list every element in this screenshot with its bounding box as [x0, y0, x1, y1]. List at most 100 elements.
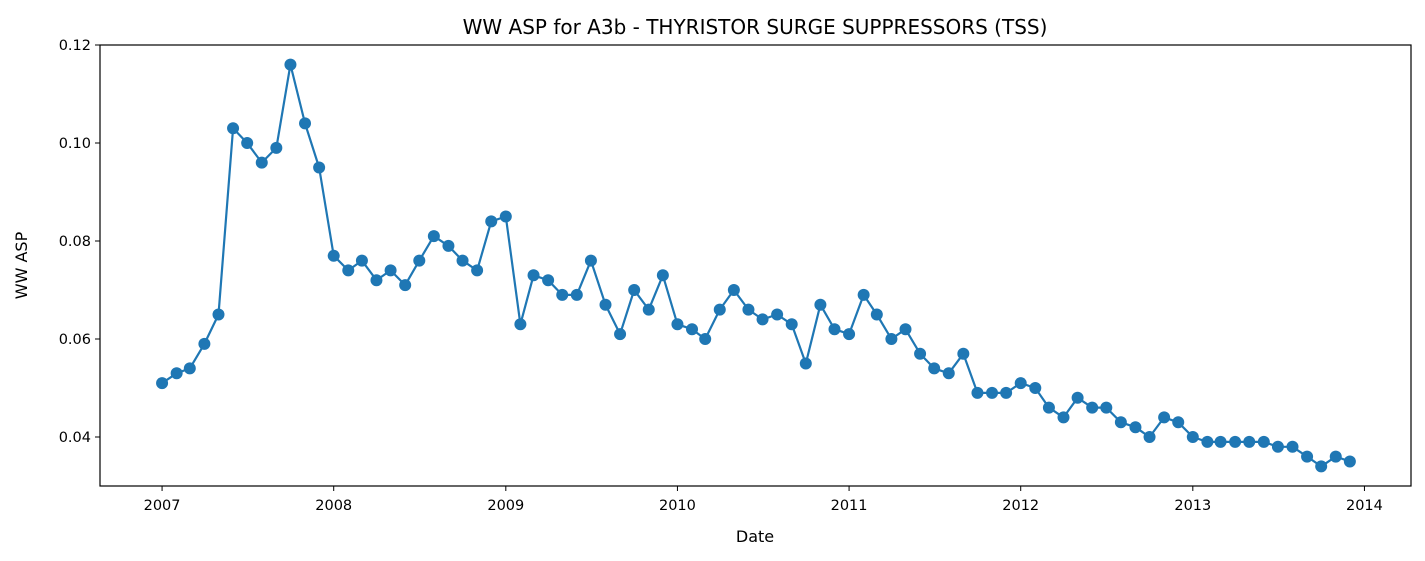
data-point: [327, 249, 340, 262]
x-axis: 2007 2008 2009 2010 2011 2012 2013 2014: [144, 486, 1383, 514]
data-point: [384, 264, 397, 277]
data-point: [1143, 431, 1156, 443]
data-point: [1329, 450, 1342, 463]
data-point: [799, 357, 812, 370]
data-point: [1042, 401, 1055, 414]
data-point: [1014, 377, 1027, 390]
data-point: [299, 117, 312, 130]
data-point: [1286, 440, 1299, 453]
data-point: [756, 313, 769, 326]
data-point: [456, 254, 469, 267]
data-point: [1315, 460, 1328, 473]
data-point: [642, 303, 655, 316]
y-tick-label: 0.08: [59, 234, 91, 250]
data-point: [556, 288, 569, 301]
data-point: [1114, 416, 1127, 429]
data-point: [814, 298, 827, 311]
data-point: [1271, 440, 1284, 453]
data-point: [628, 284, 641, 296]
data-point: [427, 230, 440, 243]
data-point: [370, 274, 383, 287]
data-point: [212, 308, 225, 321]
plot-frame: [99, 44, 1412, 487]
data-point: [942, 367, 955, 380]
data-point: [1257, 435, 1270, 448]
data-point: [986, 386, 999, 399]
data-point: [671, 318, 684, 331]
data-point: [928, 362, 941, 375]
x-tick-label: 2008: [315, 498, 352, 514]
data-point: [1100, 401, 1113, 414]
data-point: [957, 347, 970, 360]
data-point: [284, 58, 297, 71]
y-tick-label: 0.12: [59, 38, 91, 54]
x-axis-label: Date: [736, 527, 774, 546]
data-point: [1158, 411, 1171, 424]
data-point: [843, 328, 856, 341]
data-point: [342, 264, 355, 277]
y-axis-label: WW ASP: [12, 231, 31, 299]
data-point: [270, 141, 283, 154]
data-point: [713, 303, 726, 316]
data-point: [527, 269, 540, 282]
data-point: [442, 239, 455, 252]
data-point: [870, 308, 883, 321]
data-point: [771, 308, 784, 321]
data-point: [1057, 411, 1070, 424]
data-point: [227, 122, 240, 135]
data-point: [1229, 435, 1242, 448]
data-point: [742, 303, 755, 316]
y-axis: 0.04 0.06 0.08 0.10 0.12: [59, 38, 100, 446]
data-point: [971, 386, 984, 399]
data-point: [514, 318, 527, 331]
x-tick-label: 2012: [1002, 498, 1039, 514]
data-point: [1243, 435, 1256, 448]
data-point: [399, 279, 412, 292]
data-point: [584, 254, 597, 267]
data-point: [1086, 401, 1099, 414]
plot-marks: [156, 58, 1356, 473]
data-point: [355, 254, 368, 267]
data-point: [255, 156, 268, 169]
x-tick-label: 2010: [659, 498, 696, 514]
data-point: [413, 254, 426, 267]
data-point: [1000, 386, 1013, 399]
data-point: [485, 215, 498, 228]
data-point: [1343, 455, 1356, 468]
data-point: [198, 337, 211, 350]
y-tick-label: 0.06: [59, 332, 91, 348]
data-point: [656, 269, 669, 282]
x-tick-label: 2013: [1174, 498, 1211, 514]
data-point: [686, 323, 699, 336]
data-point: [828, 323, 841, 336]
data-point: [785, 318, 798, 331]
data-point: [313, 161, 326, 174]
data-point: [1172, 416, 1185, 429]
data-point: [1129, 421, 1142, 434]
data-point: [183, 362, 196, 375]
data-point: [542, 274, 555, 287]
data-point: [1201, 435, 1214, 448]
data-point: [156, 377, 169, 390]
y-tick-label: 0.04: [59, 430, 91, 446]
data-point: [1071, 391, 1084, 404]
x-tick-label: 2011: [831, 498, 868, 514]
y-tick-label: 0.10: [59, 136, 91, 152]
x-tick-label: 2014: [1346, 498, 1383, 514]
data-point: [170, 367, 183, 380]
data-point: [1186, 431, 1199, 443]
data-point: [885, 333, 898, 345]
data-point: [614, 328, 627, 341]
data-point: [1029, 382, 1042, 394]
data-point: [699, 333, 712, 345]
data-point: [471, 264, 484, 277]
data-point: [1301, 450, 1314, 463]
data-point: [1214, 435, 1227, 448]
x-tick-label: 2009: [487, 498, 524, 514]
data-point: [857, 288, 870, 301]
chart-title: WW ASP for A3b - THYRISTOR SURGE SUPPRES…: [463, 15, 1048, 39]
data-point: [570, 288, 583, 301]
data-point: [499, 210, 512, 223]
x-tick-label: 2007: [144, 498, 181, 514]
